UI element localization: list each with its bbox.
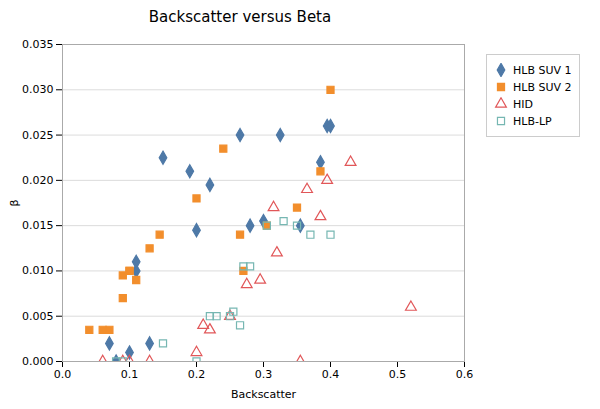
html-text:HID: HID [513, 97, 533, 111]
svg-text:0.030: 0.030 [22, 83, 54, 96]
svg-text:0.2: 0.2 [188, 368, 206, 381]
svg-text:0.020: 0.020 [22, 174, 54, 187]
svg-text:0.035: 0.035 [22, 38, 54, 51]
html-text:Backscatter versus Beta: Backscatter versus Beta [148, 8, 332, 26]
svg-text:0.015: 0.015 [22, 219, 54, 232]
svg-text:0.5: 0.5 [389, 368, 407, 381]
svg-text:0.000: 0.000 [22, 355, 54, 368]
svg-text:0.1: 0.1 [121, 368, 139, 381]
svg-text:Backscatter: Backscatter [231, 388, 297, 401]
svg-text:0.025: 0.025 [22, 129, 54, 142]
svg-text:0.3: 0.3 [255, 368, 273, 381]
svg-text:0.0: 0.0 [54, 368, 72, 381]
svg-text:0.010: 0.010 [22, 264, 54, 277]
svg-text:0.6: 0.6 [456, 368, 474, 381]
svg-text:0.4: 0.4 [322, 368, 340, 381]
svg-text:β: β [8, 199, 21, 206]
svg-text:0.005: 0.005 [22, 310, 54, 323]
html-text:HLB SUV 2: HLB SUV 2 [513, 80, 572, 94]
html-text:HLB-LP: HLB-LP [513, 114, 552, 128]
html-text:HLB SUV 1: HLB SUV 1 [513, 63, 572, 77]
